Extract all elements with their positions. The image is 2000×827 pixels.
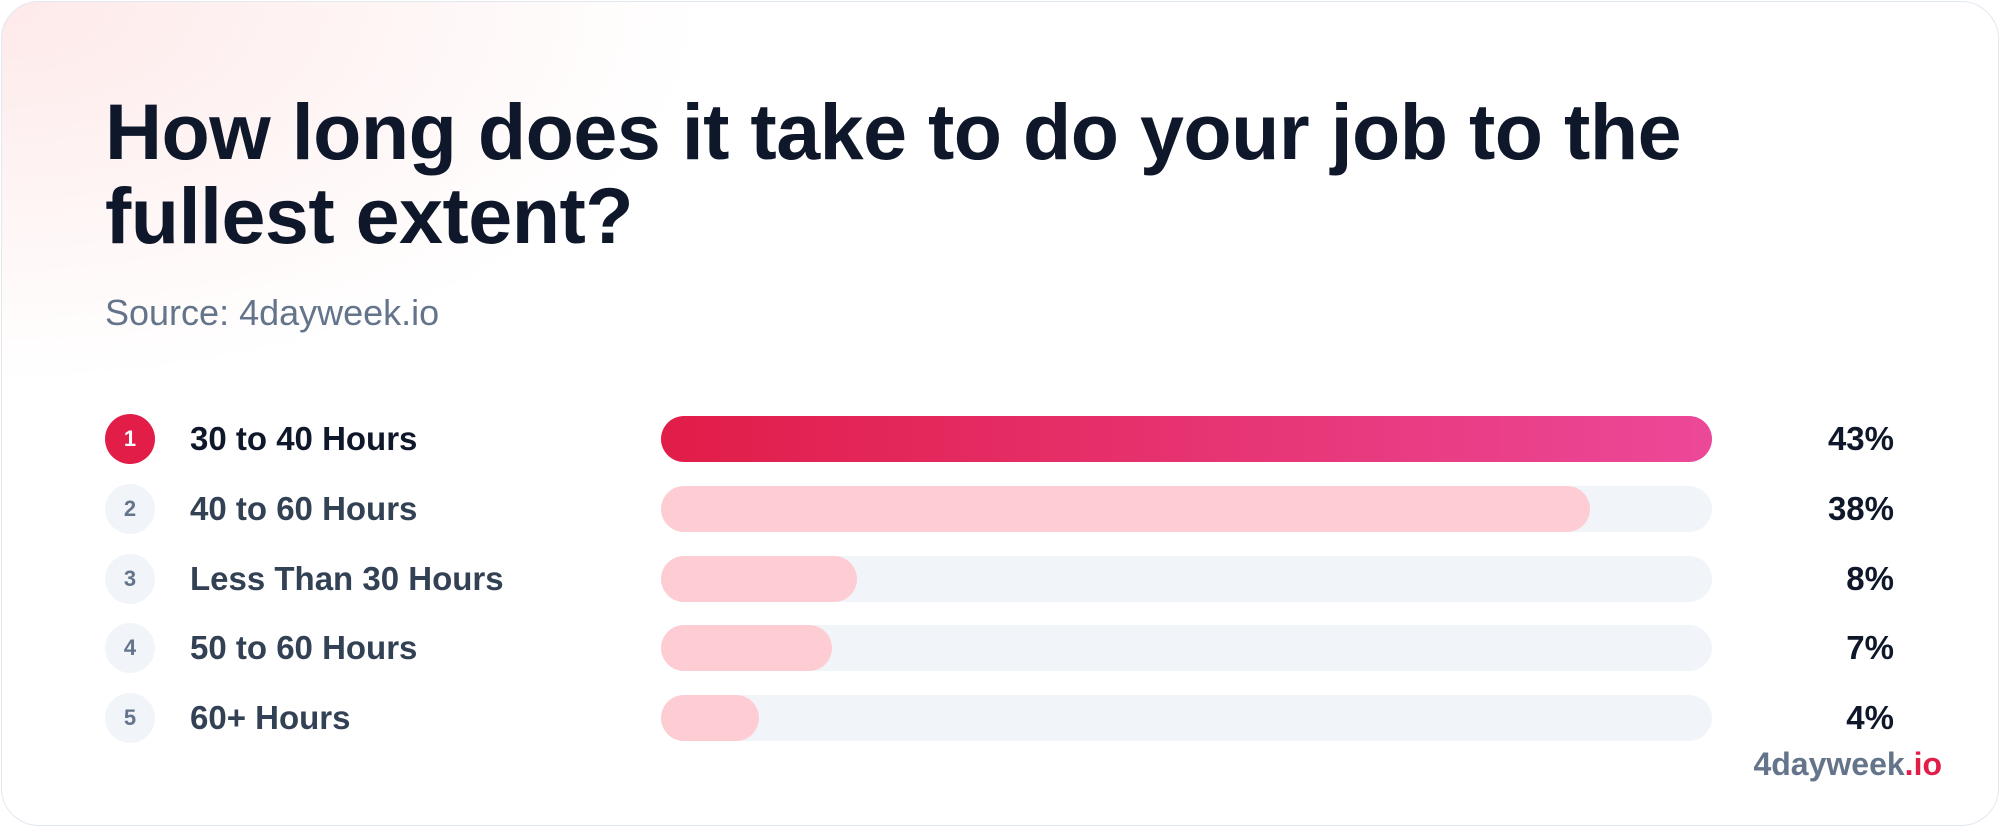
bar-track xyxy=(661,695,1712,742)
bar xyxy=(661,625,833,672)
bar-track xyxy=(661,416,1712,462)
brand-name: 4dayweek xyxy=(1753,746,1905,782)
bar-track xyxy=(661,485,1712,532)
rank-badge: 1 xyxy=(105,414,155,464)
value-label: 7% xyxy=(1846,629,1894,667)
rank-badge: 2 xyxy=(105,483,155,534)
category-label: 60+ Hours xyxy=(190,699,351,737)
brand: 4dayweek.io xyxy=(1753,746,1942,783)
value-label: 43% xyxy=(1827,420,1894,457)
value-label: 4% xyxy=(1846,699,1894,737)
subtitle: Source: 4dayweek.io xyxy=(105,292,440,333)
bar xyxy=(661,555,857,602)
value-label: 38% xyxy=(1827,489,1894,527)
category-label: 40 to 60 Hours xyxy=(190,489,418,527)
category-label: Less Than 30 Hours xyxy=(190,559,504,597)
value-label: 8% xyxy=(1846,559,1894,597)
bar xyxy=(661,416,1712,462)
rank-badge: 5 xyxy=(105,693,155,744)
chart-title: How long does it take to do your job to … xyxy=(105,87,1682,260)
bar xyxy=(661,485,1590,532)
rank-badge: 3 xyxy=(105,553,155,604)
rank-badge: 4 xyxy=(105,623,155,674)
bar-track xyxy=(661,555,1712,602)
category-label: 30 to 40 Hours xyxy=(190,420,418,457)
category-label: 50 to 60 Hours xyxy=(190,629,418,667)
bar-track xyxy=(661,625,1712,672)
bar xyxy=(661,695,759,742)
brand-suffix: .io xyxy=(1904,746,1942,782)
